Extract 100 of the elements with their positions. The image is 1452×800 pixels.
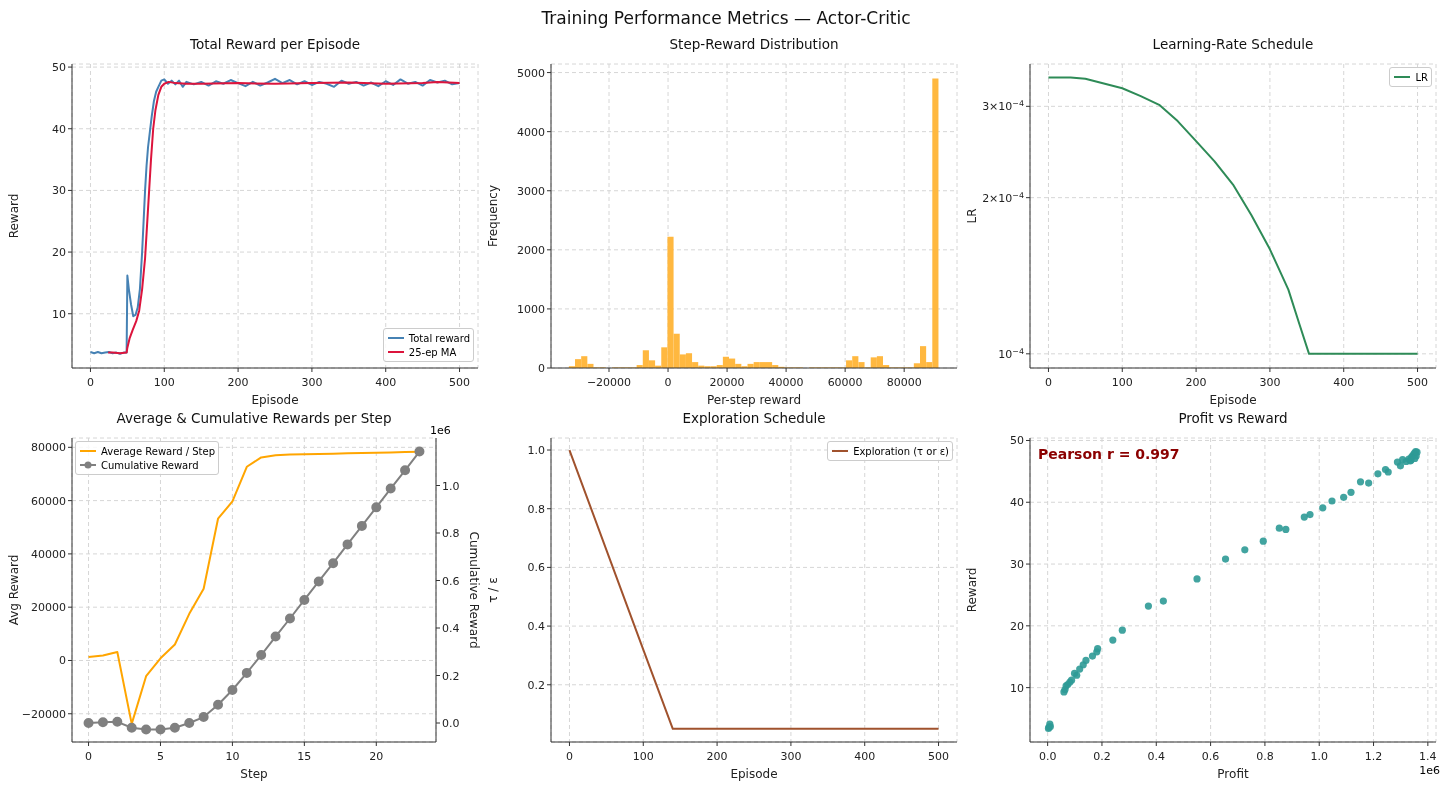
x-tick-label: 10: [225, 750, 240, 763]
x-tick-label: 400: [854, 750, 876, 763]
x-tick-label: 200: [1185, 376, 1207, 389]
y-tick-label: 0.8: [527, 502, 545, 516]
y-axis-title: LR: [965, 208, 980, 224]
x-tick-label: 5: [156, 750, 164, 763]
x-tick-label: 0.8: [1256, 750, 1274, 763]
y-tick-label: 10: [52, 307, 66, 321]
chart-title: Step-Reward Distribution: [668, 36, 840, 54]
y2-tick-label: 0.0: [442, 717, 460, 730]
y-tick-label: 30: [52, 184, 66, 198]
y-tick-label: 40: [52, 122, 66, 136]
y2-axis-title: Cumulative Reward: [466, 531, 481, 649]
y2-tick-label: 0.8: [442, 527, 460, 540]
x-tick-label: 0: [565, 750, 573, 763]
x-tick-label: 1.0: [1310, 750, 1328, 763]
y-axis-title: Reward: [965, 567, 980, 613]
x-tick-label: 300: [780, 750, 802, 763]
x-tick-label: 300: [301, 376, 323, 389]
text: Training Performance Metrics — Actor-Critic: [540, 8, 912, 28]
y-tick-label: 0: [59, 654, 66, 668]
y-tick-label: 0: [538, 362, 545, 375]
x-axis-title: Episode: [730, 767, 778, 781]
y-tick-label: 4000: [517, 125, 545, 139]
y-tick-label: 40: [1010, 496, 1024, 510]
y-tick-label: 2000: [517, 243, 545, 257]
x-axis-title: Episode: [251, 393, 299, 407]
y-axis-title: Frequency: [486, 185, 501, 247]
y2-tick-label: 1.0: [442, 479, 460, 493]
y-tick-label: 50: [52, 61, 66, 75]
x-tick-label: 100: [1111, 376, 1133, 389]
y-axis-title: Avg Reward: [7, 554, 22, 626]
legend-label: 25-ep MA: [408, 346, 457, 358]
legend-label: Total reward: [408, 332, 470, 344]
legend-label: LR: [1415, 71, 1428, 83]
x-tick-label: 200: [706, 750, 728, 763]
x-tick-label: 0: [85, 750, 93, 763]
y2-tick-label: 0.4: [442, 622, 460, 635]
x-tick-label: 0.0: [1038, 750, 1057, 763]
x-axis-title: Episode: [1209, 393, 1257, 407]
legend-label: Exploration (τ or ε): [853, 445, 949, 457]
x-tick-label: 20: [369, 750, 384, 763]
y2-tick-label: 0.2: [442, 669, 460, 683]
x-tick-label: 1.2: [1364, 750, 1383, 763]
x-axis-title: Profit: [1217, 767, 1249, 781]
y2-tick-label: 0.6: [442, 574, 460, 588]
x-tick-label: 60000: [827, 376, 863, 389]
x-tick-label: 40000: [768, 376, 804, 389]
x-tick-label: 0.4: [1147, 750, 1166, 763]
chart-title: Total Reward per Episode: [188, 36, 362, 54]
legend-label: Average Reward / Step: [101, 445, 215, 457]
x-tick-label: 500: [928, 750, 950, 763]
x-tick-label: 200: [227, 376, 249, 389]
y-tick-label: 1000: [517, 302, 545, 316]
y-tick-label: 20: [1010, 619, 1024, 633]
x-tick-label: 0: [1044, 376, 1052, 389]
x-tick-label: 100: [632, 750, 654, 763]
y-tick-label: 30: [1010, 558, 1024, 572]
x-tick-label: 500: [1407, 376, 1429, 389]
chart-title: Learning-Rate Schedule: [1151, 36, 1315, 54]
x-tick-label: 0: [664, 376, 672, 389]
y-tick-label: 60000: [31, 494, 66, 508]
y-tick-label: 10: [1010, 681, 1024, 695]
x-tick-label: 0.6: [1201, 750, 1220, 763]
y-tick-label: 20000: [31, 601, 66, 615]
legend-label: Cumulative Reward: [101, 459, 199, 471]
x-tick-label: 400: [1333, 376, 1355, 389]
chart-title: Exploration Schedule: [681, 410, 827, 428]
y-tick-label: 20: [52, 246, 66, 260]
text: 1e6: [430, 424, 451, 437]
x-tick-label: 1.4: [1419, 750, 1437, 763]
x-tick-label: 300: [1259, 376, 1281, 389]
x-tick-label: 20000: [709, 376, 745, 389]
y-tick-label: 50: [1010, 434, 1024, 448]
y-tick-label: 3×10$^{−4}$: [982, 98, 1024, 114]
chart-title: Average & Cumulative Rewards per Step: [116, 410, 392, 426]
y-tick-label: 0.6: [527, 561, 545, 575]
y-tick-label: 1.0: [527, 444, 545, 458]
x-axis-title: Per-step reward: [706, 393, 802, 407]
x-tick-label: 100: [153, 376, 175, 389]
x-axis-title: Step: [240, 767, 268, 781]
y-axis-title: Reward: [7, 193, 22, 239]
y-tick-label: 40000: [31, 547, 66, 561]
y-tick-label: 0.4: [527, 620, 545, 634]
x-tick-label: 15: [297, 750, 312, 763]
y-tick-label: 80000: [31, 441, 66, 455]
y-tick-label: 0.2: [527, 678, 545, 692]
annotation: Pearson r = 0.997: [1038, 446, 1180, 462]
y-axis-title: τ / ε: [486, 577, 501, 603]
x-tick-label: 0: [86, 376, 94, 389]
y-tick-label: 5000: [517, 66, 545, 80]
x-tick-label: 0.2: [1093, 750, 1111, 763]
text: 1e6: [1419, 764, 1440, 777]
x-tick-label: 500: [449, 376, 471, 389]
y-tick-label: 2×10$^{−4}$: [982, 190, 1024, 205]
y-tick-label: 10$^{−4}$: [998, 346, 1024, 361]
x-tick-label: −20000: [586, 376, 632, 389]
x-tick-label: 80000: [886, 376, 922, 389]
chart-title: Profit vs Reward: [1177, 410, 1289, 428]
x-tick-label: 400: [375, 376, 397, 389]
